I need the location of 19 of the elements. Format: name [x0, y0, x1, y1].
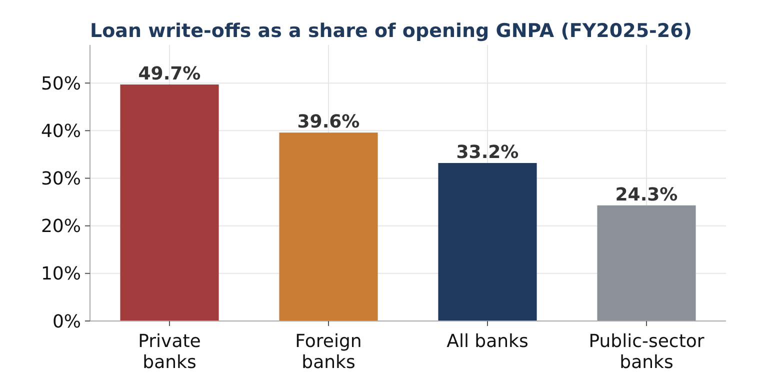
data-label: 33.2% [456, 142, 519, 164]
x-tick-label: All banks [446, 331, 528, 352]
x-tick-label: Public-sector banks [588, 331, 705, 373]
y-tick-label: 50% [40, 73, 81, 94]
y-tick-label: 10% [40, 264, 81, 285]
bar [438, 163, 537, 321]
y-tick-label: 40% [40, 120, 81, 142]
data-label: 49.7% [138, 63, 201, 84]
y-tick-label: 0% [52, 311, 81, 332]
chart-title: Loan write-offs as a share of opening GNPA (FY2025-26) [90, 20, 692, 42]
x-tick-label: Foreign banks [295, 331, 362, 373]
data-label: 24.3% [615, 184, 678, 206]
y-tick-label: 30% [40, 168, 81, 190]
bar [120, 84, 219, 321]
data-label: 39.6% [297, 112, 360, 133]
bar [279, 132, 378, 321]
bar [597, 205, 696, 321]
y-tick-label: 20% [40, 216, 81, 238]
x-tick-label: Private banks [138, 331, 201, 373]
